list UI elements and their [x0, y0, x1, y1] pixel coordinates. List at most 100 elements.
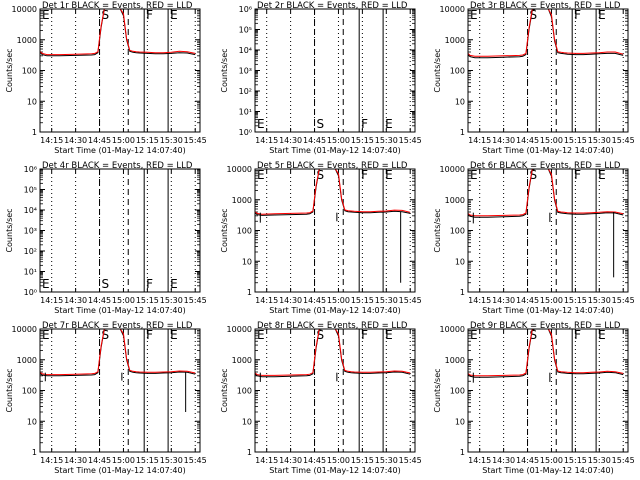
x-tick-label: 15:45: [184, 136, 207, 145]
x-tick-label: 15:00: [112, 296, 135, 305]
y-tick-label: 10⁶: [24, 165, 37, 174]
plot-frame: [254, 328, 416, 453]
y-axis-label: Counts/sec: [220, 208, 229, 252]
marker-label: F: [146, 8, 153, 22]
x-tick-label: 15:45: [399, 296, 422, 305]
x-tick-label: 15:45: [184, 456, 207, 465]
x-tick-label: 14:45: [88, 456, 111, 465]
x-tick-label: 15:30: [160, 296, 183, 305]
y-tick-label: 10³: [24, 227, 37, 236]
x-tick-label: 15:00: [327, 296, 350, 305]
x-tick-label: 14:15: [468, 456, 491, 465]
y-tick-label: 1: [32, 128, 37, 137]
x-axis-label: Start Time (01-May-12 14:07:40): [482, 466, 613, 475]
x-tick-label: 14:45: [303, 456, 326, 465]
y-tick-label: 10²: [239, 87, 252, 96]
chart-panel-2: Det 2r BLACK = Events, RED = LLD 14:15 14:…: [220, 1, 422, 155]
marker-label: F: [146, 328, 153, 342]
y-tick-label: 10: [455, 97, 465, 106]
y-tick-label: 10⁵: [24, 186, 37, 195]
x-tick-label: 15:15: [351, 456, 374, 465]
y-tick-label: 10⁰: [24, 288, 37, 297]
x-tick-label: 15:00: [327, 456, 350, 465]
x-tick-label: 15:15: [564, 296, 587, 305]
x-tick-label: 14:15: [255, 136, 278, 145]
x-tick-label: 14:45: [88, 136, 111, 145]
x-tick-label: 14:30: [492, 296, 515, 305]
marker-label: S: [102, 8, 110, 22]
plot-frame: [39, 8, 201, 133]
x-tick-label: 15:30: [160, 456, 183, 465]
y-tick-label: 10¹: [239, 108, 252, 117]
y-tick-label: 1000: [445, 356, 465, 365]
chart-title: Det 5r BLACK = Events, RED = LLD: [257, 161, 408, 171]
y-tick-label: 1: [460, 288, 465, 297]
y-tick-label: 10: [242, 417, 252, 426]
x-tick-label: 15:45: [399, 136, 422, 145]
x-tick-label: 15:00: [540, 296, 563, 305]
marker-label: E: [42, 277, 50, 291]
x-tick-label: 14:30: [492, 456, 515, 465]
x-tick-label: 15:30: [375, 296, 398, 305]
marker-label: E: [385, 168, 393, 182]
marker-label: F: [574, 328, 581, 342]
y-tick-label: 1000: [232, 356, 252, 365]
chart-title: Det 2r BLACK = Events, RED = LLD: [257, 1, 408, 11]
x-axis-label: Start Time (01-May-12 14:07:40): [482, 306, 613, 315]
x-tick-label: 14:30: [279, 136, 302, 145]
marker-label: E: [42, 328, 50, 342]
x-tick-label: 15:00: [112, 136, 135, 145]
x-tick-label: 15:15: [564, 456, 587, 465]
x-axis-label: Start Time (01-May-12 14:07:40): [54, 466, 185, 475]
x-tick-label: 15:30: [375, 136, 398, 145]
y-tick-label: 10²: [24, 247, 37, 256]
x-axis-label: Start Time (01-May-12 14:07:40): [54, 306, 185, 315]
marker-label: E: [257, 328, 265, 342]
y-tick-label: 10⁰: [239, 128, 252, 137]
marker-label: E: [470, 8, 478, 22]
marker-label: E: [598, 168, 606, 182]
y-tick-label: 10000: [227, 165, 252, 174]
x-tick-label: 15:45: [612, 296, 635, 305]
y-tick-label: 100: [22, 67, 37, 76]
y-axis-label: Counts/sec: [433, 208, 442, 252]
x-tick-label: 15:30: [588, 136, 611, 145]
y-tick-label: 10: [27, 417, 37, 426]
marker-label: E: [170, 8, 178, 22]
marker-label: F: [361, 328, 368, 342]
x-tick-label: 15:45: [612, 136, 635, 145]
plot-frame: [467, 328, 629, 453]
y-tick-label: 10000: [440, 325, 465, 334]
y-tick-label: 100: [450, 67, 465, 76]
x-tick-label: 15:00: [327, 136, 350, 145]
x-tick-label: 14:30: [64, 136, 87, 145]
plot-frame: [467, 8, 629, 133]
y-tick-label: 1000: [445, 196, 465, 205]
y-tick-label: 10: [242, 257, 252, 266]
y-tick-label: 10000: [12, 325, 37, 334]
y-tick-label: 10: [455, 257, 465, 266]
y-axis-label: Counts/sec: [5, 208, 14, 252]
y-axis-label: Counts/sec: [220, 368, 229, 412]
y-axis-label: Counts/sec: [5, 368, 14, 412]
y-tick-label: 10000: [440, 165, 465, 174]
y-tick-label: 100: [450, 387, 465, 396]
x-tick-label: 14:30: [279, 296, 302, 305]
x-tick-label: 15:30: [375, 456, 398, 465]
x-tick-label: 14:15: [40, 456, 63, 465]
y-tick-label: 10000: [12, 5, 37, 14]
x-axis-label: Start Time (01-May-12 14:07:40): [482, 146, 613, 155]
marker-label: F: [361, 168, 368, 182]
marker-label: E: [170, 277, 178, 291]
marker-label: E: [385, 328, 393, 342]
marker-label: E: [257, 168, 265, 182]
marker-label: F: [574, 8, 581, 22]
x-tick-label: 15:00: [540, 456, 563, 465]
x-tick-label: 14:30: [64, 296, 87, 305]
x-tick-label: 14:15: [468, 296, 491, 305]
y-tick-label: 1: [32, 448, 37, 457]
x-tick-label: 14:30: [64, 456, 87, 465]
